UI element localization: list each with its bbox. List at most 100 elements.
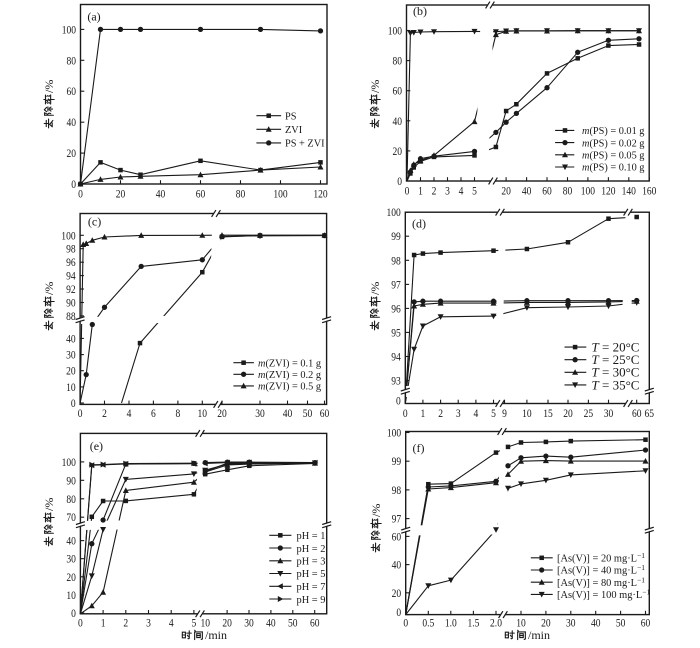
svg-text:20: 20	[563, 408, 573, 420]
svg-text:pH = 1: pH = 1	[297, 531, 326, 542]
svg-text:pH = 2: pH = 2	[297, 544, 326, 555]
svg-text:0: 0	[78, 618, 83, 630]
svg-text:4: 4	[169, 618, 174, 630]
svg-text:20: 20	[116, 189, 126, 201]
svg-text:30: 30	[604, 408, 614, 420]
svg-text:T = 20°C: T = 20°C	[592, 340, 640, 355]
svg-text:m(ZVI) = 0.5 g: m(ZVI) = 0.5 g	[258, 382, 321, 393]
svg-text:30: 30	[66, 554, 76, 566]
svg-text:98: 98	[66, 244, 76, 256]
svg-text:40: 40	[66, 117, 76, 129]
svg-text:96: 96	[391, 304, 401, 316]
svg-text:pH = 5: pH = 5	[297, 569, 326, 580]
svg-text:m(PS) = 0.01 g: m(PS) = 0.01 g	[582, 126, 644, 137]
svg-text:20: 20	[66, 572, 76, 584]
svg-text:20: 20	[392, 588, 402, 600]
svg-text:4: 4	[127, 408, 132, 420]
svg-text:40: 40	[591, 618, 601, 630]
svg-text:10: 10	[522, 408, 532, 420]
svg-text:20: 20	[222, 618, 232, 630]
svg-text:100: 100	[62, 457, 76, 469]
svg-text:0: 0	[397, 176, 402, 188]
svg-text:2: 2	[432, 186, 437, 198]
svg-text:80: 80	[66, 56, 76, 68]
svg-text:30: 30	[66, 350, 76, 362]
svg-text:65: 65	[645, 408, 655, 420]
svg-text:5: 5	[491, 408, 496, 420]
svg-text:m(PS) = 0.10 g: m(PS) = 0.10 g	[582, 163, 644, 174]
svg-text:/%: /%	[42, 498, 56, 511]
svg-text:40: 40	[66, 536, 76, 548]
svg-text:30: 30	[566, 618, 576, 630]
svg-text:PS + ZVI: PS + ZVI	[285, 139, 325, 150]
svg-text:60: 60	[392, 532, 402, 544]
svg-text:40: 40	[522, 186, 532, 198]
svg-text:20: 20	[392, 146, 402, 158]
svg-text:0: 0	[405, 186, 410, 198]
svg-text:30: 30	[244, 618, 254, 630]
svg-text:pH = 9: pH = 9	[297, 595, 326, 606]
svg-text:99: 99	[392, 456, 402, 468]
svg-text:1: 1	[101, 618, 106, 630]
svg-text:m(ZVI) = 0.1 g: m(ZVI) = 0.1 g	[258, 358, 321, 369]
svg-text:60: 60	[196, 189, 206, 201]
svg-text:9: 9	[502, 408, 507, 420]
svg-text:20: 20	[66, 366, 76, 378]
svg-text:88: 88	[66, 311, 76, 323]
svg-text:20: 20	[501, 186, 511, 198]
svg-text:m(ZVI) = 0.2 g: m(ZVI) = 0.2 g	[258, 370, 321, 381]
svg-text:100: 100	[581, 186, 595, 198]
svg-text:0: 0	[403, 408, 408, 420]
svg-text:40: 40	[392, 116, 402, 128]
svg-text:(d): (d)	[412, 217, 426, 231]
svg-text:60: 60	[66, 86, 76, 98]
svg-text:40: 40	[266, 618, 276, 630]
svg-text:1.0: 1.0	[445, 618, 457, 630]
svg-text:0: 0	[403, 618, 408, 630]
svg-text:/%: /%	[42, 80, 56, 93]
svg-text:0: 0	[396, 607, 401, 619]
svg-text:10: 10	[66, 382, 76, 394]
svg-text:T = 35°C: T = 35°C	[592, 377, 640, 392]
svg-text:3: 3	[445, 186, 450, 198]
svg-text:94: 94	[66, 271, 76, 283]
svg-text:5: 5	[192, 618, 197, 630]
svg-text:40: 40	[156, 189, 166, 201]
svg-text:[As(V)] = 20 mg·L−1: [As(V)] = 20 mg·L−1	[557, 551, 645, 565]
svg-text:95: 95	[391, 328, 401, 340]
svg-text:15: 15	[543, 408, 553, 420]
svg-text:0: 0	[78, 189, 83, 201]
svg-text:T = 25°C: T = 25°C	[592, 352, 640, 367]
svg-text:0: 0	[78, 408, 83, 420]
svg-text:20: 20	[217, 408, 227, 420]
svg-text:98: 98	[391, 256, 401, 268]
svg-text:40: 40	[66, 334, 76, 346]
svg-text:0: 0	[71, 398, 76, 410]
svg-text:160: 160	[642, 186, 656, 198]
svg-text:93: 93	[391, 376, 401, 388]
svg-text:60: 60	[310, 618, 320, 630]
svg-text:/%: /%	[368, 80, 382, 93]
svg-text:2: 2	[123, 618, 128, 630]
svg-text:99: 99	[391, 231, 401, 243]
svg-text:3: 3	[146, 618, 151, 630]
svg-text:60: 60	[632, 408, 642, 420]
svg-text:20: 20	[541, 618, 551, 630]
svg-text:(b): (b)	[413, 4, 427, 18]
svg-text:/min: /min	[205, 628, 227, 642]
svg-text:96: 96	[66, 257, 76, 269]
svg-text:100: 100	[273, 189, 287, 201]
svg-text:50: 50	[288, 618, 298, 630]
svg-text:/%: /%	[42, 282, 56, 295]
svg-text:4: 4	[459, 186, 464, 198]
svg-text:10: 10	[516, 618, 526, 630]
svg-text:1: 1	[421, 408, 426, 420]
svg-text:100: 100	[388, 26, 402, 38]
svg-text:6: 6	[151, 408, 156, 420]
svg-text:10: 10	[66, 590, 76, 602]
svg-text:97: 97	[391, 280, 401, 292]
svg-text:2.0: 2.0	[490, 618, 502, 630]
svg-text:60: 60	[641, 618, 651, 630]
svg-text:10: 10	[198, 408, 208, 420]
svg-text:3: 3	[456, 408, 461, 420]
